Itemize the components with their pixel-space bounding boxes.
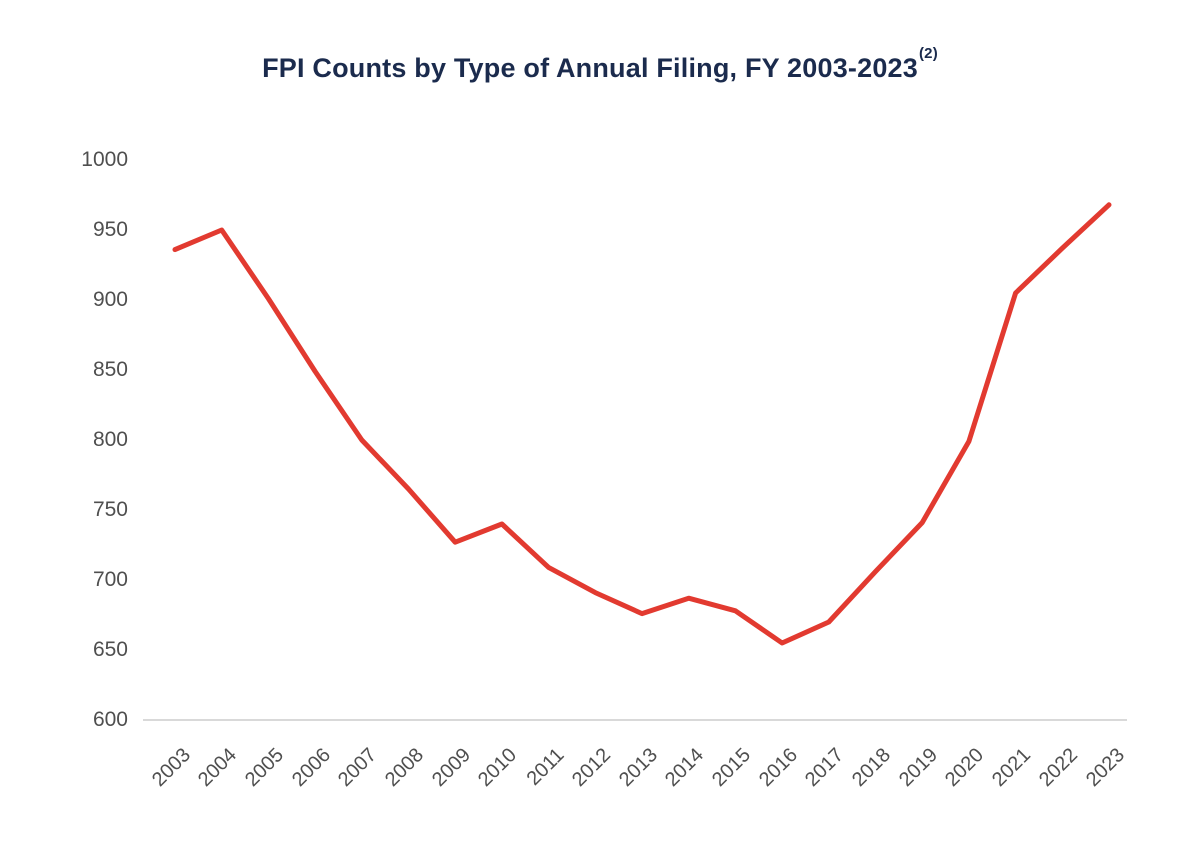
y-axis-tick-label: 900 <box>92 288 128 311</box>
fpi-trend-line <box>172 202 1112 646</box>
y-axis-tick-label: 1000 <box>81 148 128 171</box>
y-axis-tick-label: 850 <box>92 358 128 381</box>
y-axis-tick-label: 800 <box>92 428 128 451</box>
y-axis-tick-label: 950 <box>92 218 128 241</box>
y-axis-tick-label: 600 <box>92 708 128 731</box>
chart-title-text: FPI Counts by Type of Annual Filing, FY … <box>262 53 918 83</box>
y-axis-tick-label: 700 <box>92 568 128 591</box>
chart-title: FPI Counts by Type of Annual Filing, FY … <box>0 45 1200 84</box>
y-axis-tick-label: 750 <box>92 498 128 521</box>
chart-title-footnote-marker: (2) <box>918 45 938 62</box>
y-axis-tick-label: 650 <box>92 638 128 661</box>
